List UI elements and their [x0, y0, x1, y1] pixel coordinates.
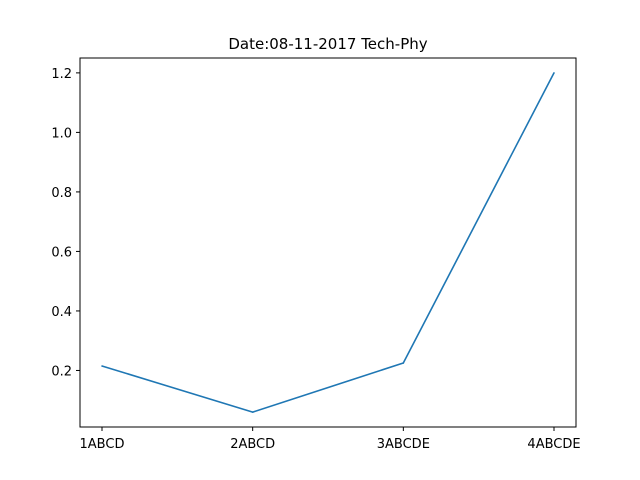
data-point	[101, 365, 103, 367]
y-tick-label: 0.4	[51, 305, 72, 320]
x-tick-label: 1ABCD	[80, 437, 125, 452]
chart-title: Date:08-11-2017 Tech-Phy	[228, 35, 427, 53]
series-layer	[101, 72, 555, 413]
y-axis: 0.2 0.4 0.6 0.8 1.0 1.2	[51, 67, 80, 379]
x-tick-label: 3ABCDE	[377, 437, 430, 452]
x-tick-label: 4ABCDE	[527, 437, 580, 452]
plot-area-frame	[79, 57, 577, 428]
data-point	[553, 72, 555, 74]
series-line	[101, 72, 555, 413]
data-point	[402, 362, 405, 364]
y-tick-label: 0.2	[51, 364, 72, 379]
x-axis: 1ABCD 2ABCD 3ABCDE 4ABCDE	[80, 427, 581, 452]
x-tick-label: 2ABCD	[230, 437, 275, 452]
data-point	[251, 411, 254, 413]
y-tick-label: 0.6	[51, 245, 72, 260]
y-tick-label: 1.2	[51, 67, 72, 82]
y-tick-label: 0.8	[51, 186, 72, 201]
y-tick-label: 1.0	[51, 126, 72, 141]
